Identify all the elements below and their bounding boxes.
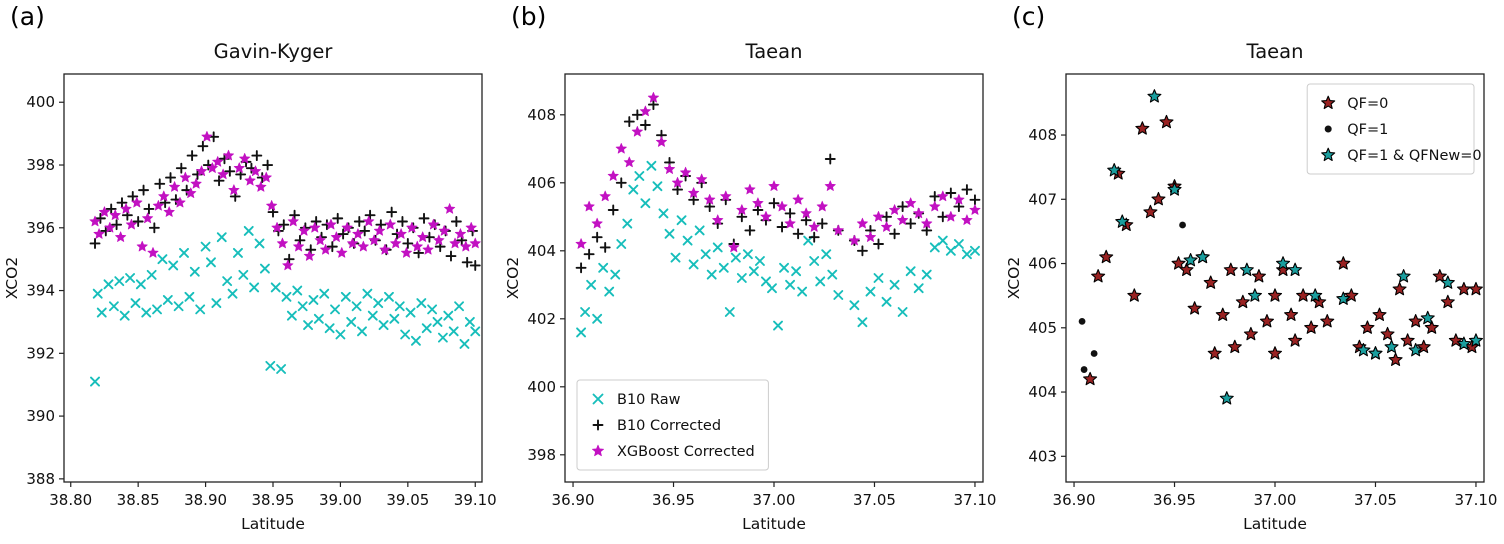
svg-text:406: 406: [1028, 255, 1057, 273]
svg-text:38.80: 38.80: [49, 491, 92, 509]
svg-text:398: 398: [26, 156, 55, 174]
svg-text:XGBoost Corrected: XGBoost Corrected: [617, 444, 755, 460]
svg-text:38.90: 38.90: [184, 491, 227, 509]
panel-a: (a) 38.80 38.85 38.90 38.95 39.00 39.05 39.10 3…: [0, 0, 501, 544]
chart-taean-corrections: 36.90 36.95 37.00 37.05 37.10 398 400 402 404 406…: [504, 40, 996, 533]
svg-text:XCO2: XCO2: [1005, 257, 1023, 299]
svg-text:405: 405: [1028, 319, 1057, 337]
svg-text:37.00: 37.00: [1254, 491, 1297, 509]
svg-text:407: 407: [1028, 190, 1057, 208]
svg-text:37.05: 37.05: [853, 491, 896, 509]
svg-text:37.05: 37.05: [1354, 491, 1397, 509]
chart-gavin-kyger: 38.80 38.85 38.90 38.95 39.00 39.05 39.10 388 39…: [3, 40, 497, 533]
svg-text:Gavin-Kyger: Gavin-Kyger: [214, 40, 334, 63]
svg-text:B10 Raw: B10 Raw: [617, 392, 681, 408]
svg-text:402: 402: [527, 310, 556, 328]
svg-text:QF=1 & QFNew=0: QF=1 & QFNew=0: [1347, 148, 1481, 164]
svg-text:B10 Corrected: B10 Corrected: [617, 418, 721, 434]
svg-text:XCO2: XCO2: [3, 257, 21, 299]
svg-text:36.90: 36.90: [552, 491, 595, 509]
svg-text:36.95: 36.95: [652, 491, 695, 509]
panel-b-label: (b): [511, 2, 547, 31]
svg-text:400: 400: [26, 93, 55, 111]
svg-text:400: 400: [527, 378, 556, 396]
svg-text:QF=0: QF=0: [1347, 96, 1388, 112]
svg-text:37.00: 37.00: [753, 491, 796, 509]
svg-text:Taean: Taean: [1246, 40, 1304, 63]
panel-c: (c) 36.90 36.95 37.00 37.05 37.10 403 404 405 40…: [1002, 0, 1503, 544]
svg-text:QF=1: QF=1: [1347, 122, 1388, 138]
svg-text:38.95: 38.95: [252, 491, 295, 509]
chart-taean-quality-flags: 36.90 36.95 37.00 37.05 37.10 403 404 405 406 407…: [1005, 40, 1497, 533]
svg-text:390: 390: [26, 407, 55, 425]
svg-text:388: 388: [26, 470, 55, 488]
svg-text:36.90: 36.90: [1053, 491, 1096, 509]
svg-text:38.85: 38.85: [117, 491, 160, 509]
svg-text:36.95: 36.95: [1153, 491, 1196, 509]
svg-text:39.05: 39.05: [386, 491, 429, 509]
svg-text:408: 408: [1028, 126, 1057, 144]
svg-text:Latitude: Latitude: [241, 515, 305, 533]
svg-text:408: 408: [527, 106, 556, 124]
panel-b: (b) 36.90 36.95 37.00 37.05 37.10 398 400 402 40…: [501, 0, 1002, 544]
svg-text:XCO2: XCO2: [504, 257, 522, 299]
svg-text:39.10: 39.10: [454, 491, 497, 509]
svg-text:404: 404: [527, 242, 556, 260]
svg-text:403: 403: [1028, 447, 1057, 465]
svg-text:404: 404: [1028, 383, 1057, 401]
svg-text:392: 392: [26, 344, 55, 362]
svg-text:39.00: 39.00: [319, 491, 362, 509]
svg-text:Taean: Taean: [745, 40, 803, 63]
svg-text:396: 396: [26, 219, 55, 237]
svg-text:394: 394: [26, 282, 55, 300]
svg-text:Latitude: Latitude: [1243, 515, 1307, 533]
svg-text:398: 398: [527, 446, 556, 464]
panel-a-label: (a): [10, 2, 45, 31]
svg-text:37.10: 37.10: [1454, 491, 1497, 509]
svg-text:37.10: 37.10: [953, 491, 996, 509]
panel-c-label: (c): [1012, 2, 1046, 31]
svg-text:406: 406: [527, 174, 556, 192]
svg-text:Latitude: Latitude: [742, 515, 806, 533]
